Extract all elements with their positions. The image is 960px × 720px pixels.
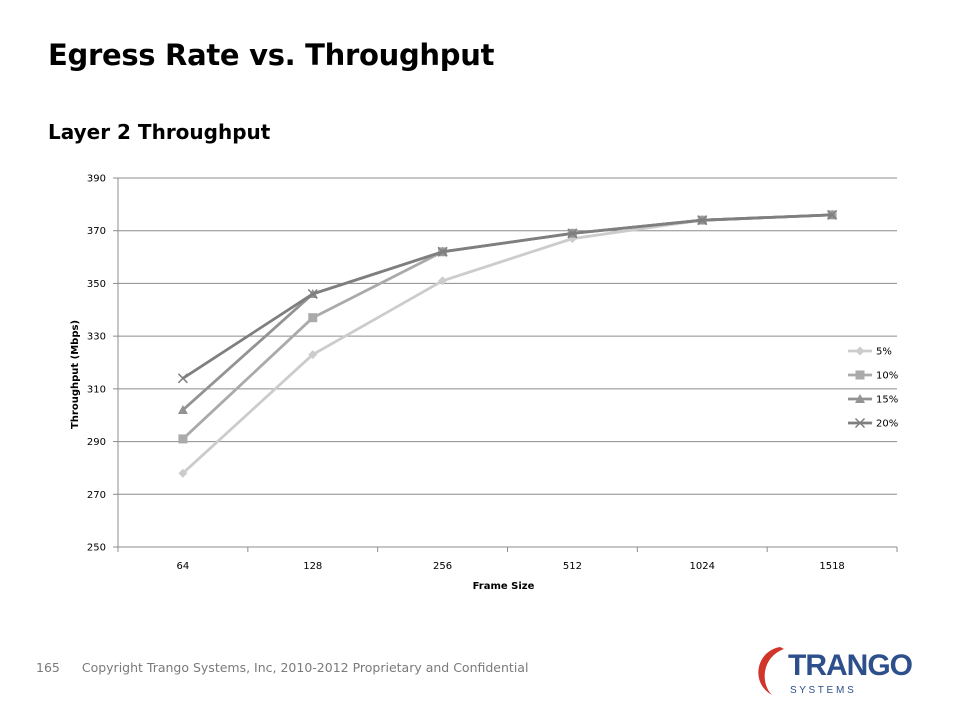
- data-point: [178, 434, 188, 444]
- y-tick-label: 330: [87, 332, 106, 343]
- y-tick-label: 290: [87, 437, 106, 448]
- x-tick-label: 1024: [690, 561, 715, 572]
- series-line-2: [181, 213, 833, 440]
- legend-marker: [855, 346, 865, 356]
- copyright-text: Copyright Trango Systems, Inc, 2010-2012…: [81, 660, 529, 675]
- legend-label: 10%: [876, 371, 898, 382]
- x-tick-label: 128: [303, 561, 322, 572]
- x-tick-label: 1518: [819, 561, 844, 572]
- y-tick-label: 350: [87, 279, 106, 290]
- y-tick-label: 390: [87, 174, 106, 185]
- marker-x-stroke: [697, 215, 708, 226]
- legend: 5% 10% 15% 20%: [848, 346, 898, 430]
- marker-x-stroke: [437, 246, 448, 257]
- x-tick-label: 512: [563, 561, 582, 572]
- y-tick-label: 270: [87, 490, 106, 501]
- logo-tagline-text: S Y S T E M S: [790, 685, 854, 696]
- data-point: [567, 228, 578, 239]
- x-tick-label: 256: [433, 561, 452, 572]
- trango-logo: TRANGO S Y S T E M S: [758, 647, 914, 696]
- data-point: [308, 350, 318, 360]
- legend-marker: [854, 417, 866, 429]
- slide-subtitle: Layer 2 Throughput: [48, 120, 271, 144]
- data-point: [177, 373, 188, 384]
- x-tick-label: 64: [177, 561, 190, 572]
- data-point: [438, 276, 448, 286]
- logo-swoosh-icon: [758, 647, 784, 695]
- data-point: [177, 404, 188, 414]
- marker-x-stroke: [177, 373, 188, 384]
- legend-label: 5%: [876, 347, 892, 358]
- footer: 165 Copyright Trango Systems, Inc, 2010-…: [36, 660, 528, 675]
- marker-x-stroke: [827, 209, 838, 220]
- legend-marker: [855, 370, 865, 380]
- series-lines: [177, 209, 838, 478]
- data-point: [178, 468, 188, 478]
- data-point: [307, 288, 318, 300]
- legend-label: 15%: [876, 395, 898, 406]
- legend-label: 20%: [876, 419, 898, 430]
- series-line-4: [182, 213, 833, 380]
- x-axis-title: Frame Size: [473, 581, 535, 592]
- marker-x-stroke: [307, 288, 318, 300]
- legend-marker: [855, 394, 865, 403]
- series-line-1: [181, 213, 833, 475]
- data-point: [697, 215, 708, 226]
- data-point: [308, 313, 318, 323]
- page-number: 165: [36, 660, 60, 675]
- marker-x-stroke: [567, 228, 578, 239]
- data-point: [827, 209, 838, 220]
- y-tick-label: 310: [87, 384, 106, 395]
- y-axis-title: Throughput (Mbps): [70, 320, 81, 429]
- y-tick-label: 250: [87, 543, 106, 554]
- slide-title: Egress Rate vs. Throughput: [48, 38, 495, 72]
- marker-x-stroke: [854, 417, 866, 429]
- logo-brand-text: TRANGO: [788, 649, 913, 682]
- series-line-3: [181, 213, 833, 411]
- axes: 250 270 290 310 330 350 370 390 64 128 256 512 1024 1…: [70, 174, 898, 592]
- y-tick-label: 370: [87, 226, 106, 237]
- data-point: [437, 246, 448, 257]
